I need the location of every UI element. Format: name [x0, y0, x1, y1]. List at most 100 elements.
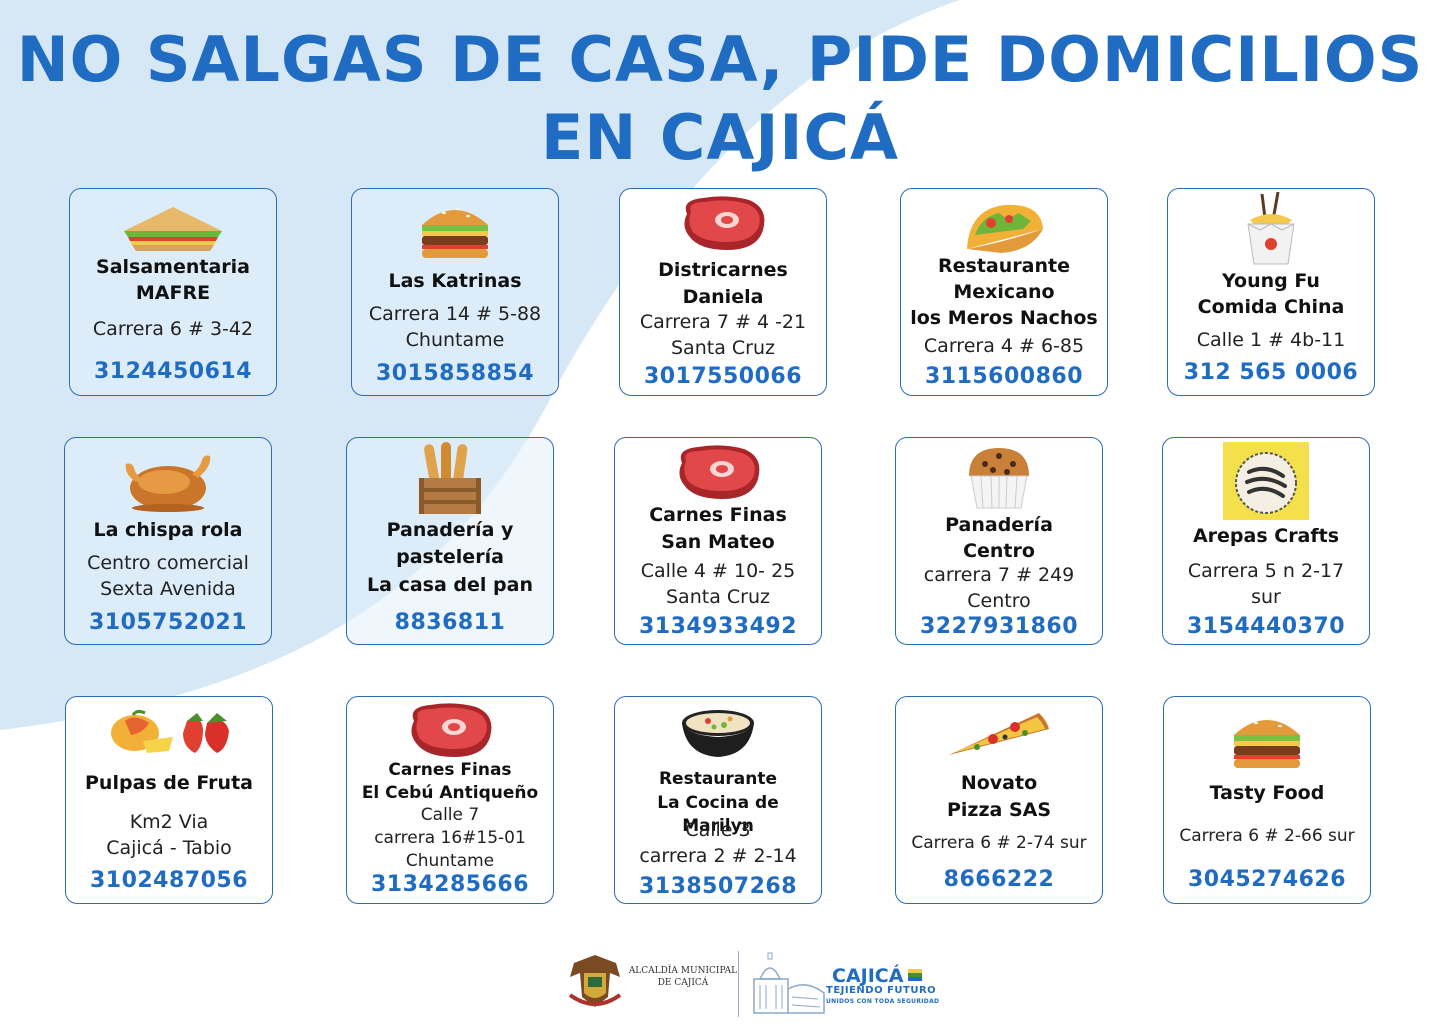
card-la-casa-del-pan[interactable]: Panadería y pastelería La casa del pan 8… — [346, 437, 554, 645]
muffin-icon — [969, 448, 1029, 509]
steak-icon — [411, 703, 492, 757]
card-phone[interactable]: 312 565 0006 — [1183, 360, 1359, 385]
card-phone[interactable]: 3015858854 — [375, 361, 535, 386]
footer: ALCALDÍA MUNICIPAL DE CAJICÁ CAJICÁ TEJI… — [0, 945, 1440, 1025]
card-address-line: Calle 3 — [685, 819, 751, 841]
card-novato-pizza[interactable]: Novato Pizza SAS Carrera 6 # 2-74 sur 86… — [895, 696, 1103, 904]
card-address-line: Calle 7 — [420, 805, 480, 825]
card-name-line: Arepas Crafts — [1192, 525, 1340, 547]
card-name-line: Comida China — [1197, 296, 1345, 318]
brand-tagline: UNIDOS CON TODA SEGURIDAD — [826, 998, 940, 1005]
card-los-meros-nachos[interactable]: Restaurante Mexicano los Meros Nachos Ca… — [900, 188, 1108, 396]
card-phone[interactable]: 3134933492 — [638, 614, 798, 639]
card-name-line: Young Fu — [1222, 270, 1320, 292]
card-address-line: Centro — [967, 590, 1031, 612]
card-name-line: Daniela — [682, 286, 764, 308]
card-carnes-finas-san-mateo[interactable]: Carnes Finas San Mateo Calle 4 # 10- 25 … — [614, 437, 822, 645]
card-address-line: Santa Cruz — [666, 586, 770, 608]
card-name-line: La casa del pan — [367, 574, 533, 596]
pizza-icon — [949, 713, 1049, 755]
roast-chicken-icon — [125, 455, 211, 512]
card-phone[interactable]: 3154440370 — [1186, 614, 1346, 639]
alcaldia-line: DE CAJICÁ — [657, 978, 709, 988]
page-title-line-1: NO SALGAS DE CASA, PIDE DOMICILIOS — [16, 23, 1424, 96]
card-name-line: Salsamentaria — [96, 256, 250, 278]
coat-of-arms-icon — [568, 955, 622, 1007]
brand-slogan: TEJIENDO FUTURO — [826, 985, 937, 996]
soup-bowl-icon — [682, 710, 754, 757]
card-address-line: Calle 4 # 10- 25 — [640, 560, 796, 582]
fruit-icon — [111, 709, 229, 753]
card-name-line: Mexicano — [953, 281, 1055, 303]
card-arepas-crafts[interactable]: Arepas Crafts Carrera 5 n 2-17 sur 31544… — [1162, 437, 1370, 645]
arepa-logo-icon — [1223, 442, 1309, 520]
card-name-line: Carnes Finas — [388, 760, 512, 780]
card-phone[interactable]: 8666222 — [943, 867, 1055, 892]
card-las-katrinas[interactable]: Las Katrinas Carrera 14 # 5-88 Chuntame … — [351, 188, 559, 396]
card-address-line: carrera 2 # 2-14 — [639, 845, 797, 867]
card-phone[interactable]: 3134285666 — [370, 872, 530, 897]
card-address-line: Carrera 6 # 2-74 sur — [911, 833, 1087, 853]
card-address-line: Sexta Avenida — [100, 578, 236, 600]
card-name-line: Pulpas de Fruta — [85, 772, 253, 794]
card-name-line: Restaurante — [658, 769, 778, 789]
flag-icon — [908, 969, 922, 981]
card-pulpas-de-fruta[interactable]: Pulpas de Fruta Km2 Via Cajicá - Tabio 3… — [65, 696, 273, 904]
steak-icon — [684, 196, 765, 250]
card-name-line: Districarnes — [658, 259, 788, 281]
card-address-line: Carrera 6 # 3-42 — [92, 318, 254, 340]
brand-name: CAJICÁ — [832, 965, 904, 987]
card-address-line: sur — [1251, 586, 1281, 608]
card-name-line: MAFRE — [135, 282, 211, 304]
card-la-chispa-rola[interactable]: La chispa rola Centro comercial Sexta Av… — [64, 437, 272, 645]
card-name-line: Centro — [963, 540, 1035, 562]
card-address-line: Cajicá - Tabio — [106, 837, 232, 859]
card-salsamentaria-mafre[interactable]: Salsamentaria MAFRE Carrera 6 # 3-42 312… — [69, 188, 277, 396]
steak-icon — [679, 445, 760, 499]
card-address-line: Carrera 4 # 6-85 — [923, 335, 1085, 357]
card-name-line: El Cebú Antiqueño — [361, 783, 539, 803]
alcaldia-line: ALCALDÍA MUNICIPAL — [628, 966, 738, 976]
sandwich-icon — [124, 207, 222, 251]
card-young-fu[interactable]: Young Fu Comida China Calle 1 # 4b-11 31… — [1167, 188, 1375, 396]
card-name-line: Carnes Finas — [649, 504, 787, 526]
card-phone[interactable]: 3102487056 — [89, 868, 249, 893]
town-hall-icon — [753, 952, 825, 1014]
card-panaderia-centro[interactable]: Panadería Centro carrera 7 # 249 Centro … — [895, 437, 1103, 645]
card-phone[interactable]: 3115600860 — [924, 364, 1084, 389]
card-address-line: Carrera 7 # 4 -21 — [639, 311, 807, 333]
card-name-line: Panadería — [945, 514, 1053, 536]
card-name-line: La Cocina de Marilyn — [657, 793, 779, 836]
card-phone[interactable]: 3138507268 — [638, 874, 798, 899]
card-name-line: los Meros Nachos — [910, 307, 1098, 329]
card-phone[interactable]: 3124450614 — [93, 359, 253, 384]
card-phone[interactable]: 3105752021 — [88, 610, 248, 635]
card-phone[interactable]: 3017550066 — [643, 364, 803, 389]
card-name-line: Las Katrinas — [388, 270, 522, 292]
taco-icon — [967, 204, 1043, 253]
card-name-line: Restaurante — [938, 255, 1070, 277]
card-name-line: Pizza SAS — [946, 799, 1052, 821]
card-address-line: Km2 Via — [129, 811, 209, 833]
card-el-cebu-antiqueno[interactable]: Carnes Finas El Cebú Antiqueño Calle 7 c… — [346, 696, 554, 904]
card-name-line: Panadería y — [386, 519, 514, 541]
noodle-box-icon — [1247, 192, 1295, 265]
card-address-line: Calle 1 # 4b-11 — [1196, 329, 1346, 351]
card-tasty-food[interactable]: Tasty Food Carrera 6 # 2-66 sur 30452746… — [1163, 696, 1371, 904]
card-name-line: Tasty Food — [1209, 782, 1325, 804]
card-la-cocina-de-marilyn[interactable]: Restaurante La Cocina de Marilyn Calle 3… — [614, 696, 822, 904]
card-phone[interactable]: 3045274626 — [1187, 867, 1347, 892]
card-address-line: carrera 16#15-01 — [374, 828, 526, 848]
card-address-line: Carrera 5 n 2-17 — [1187, 560, 1345, 582]
card-phone[interactable]: 3227931860 — [919, 614, 1079, 639]
card-name-line: pastelería — [396, 546, 504, 568]
footer-divider — [738, 951, 739, 1017]
card-address-line: Chuntame — [405, 329, 505, 351]
burger-icon — [422, 207, 488, 258]
card-address-line: Santa Cruz — [671, 337, 775, 359]
card-address-line: Centro comercial — [87, 552, 249, 574]
card-address-line: Carrera 14 # 5-88 — [368, 303, 542, 325]
card-phone[interactable]: 8836811 — [394, 610, 506, 635]
card-districarnes-daniela[interactable]: Districarnes Daniela Carrera 7 # 4 -21 S… — [619, 188, 827, 396]
bread-crate-icon — [419, 442, 481, 514]
